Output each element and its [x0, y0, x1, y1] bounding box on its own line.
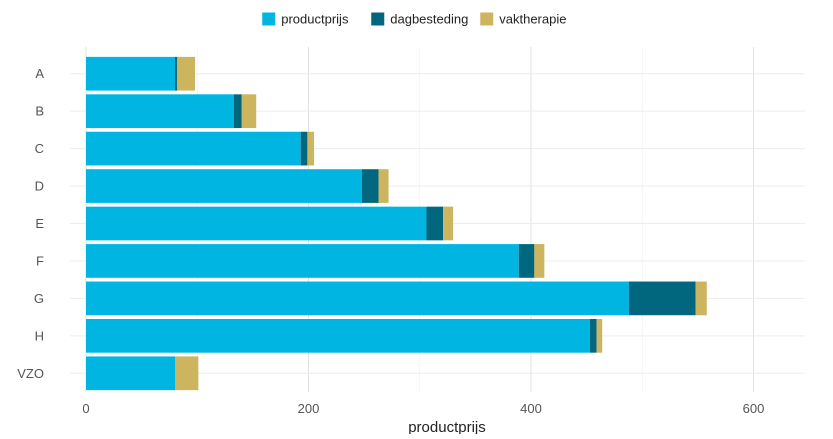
legend-label-productprijs: productprijs [281, 12, 349, 27]
bar-c-vaktherapie [307, 131, 315, 166]
bar-b-vaktherapie [241, 94, 257, 129]
legend-label-vaktherapie: vaktherapie [499, 12, 566, 27]
y-tick-label-a: A [35, 66, 44, 81]
x-axis-title: productprijs [408, 419, 486, 434]
legend-swatch-vaktherapie [480, 12, 494, 26]
bar-a-productprijs [86, 56, 175, 91]
bar-vzo-vaktherapie [175, 356, 199, 391]
y-tick-label-h: H [35, 328, 44, 343]
bar-f-dagbesteding [518, 244, 535, 278]
bar-g-productprijs [86, 281, 629, 316]
bar-h-vaktherapie [596, 318, 603, 353]
bar-e-productprijs [86, 206, 427, 241]
bar-h-productprijs [86, 318, 590, 353]
bar-f-productprijs [86, 244, 519, 278]
bar-a-dagbesteding [175, 56, 178, 91]
bar-b-dagbesteding [233, 94, 242, 129]
x-axis-tick-labels: 0 200 400 600 [82, 401, 764, 416]
x-tick-label-0: 0 [82, 401, 89, 416]
y-tick-label-f: F [36, 253, 44, 268]
x-tick-label-600: 600 [743, 401, 765, 416]
bar-d-productprijs [86, 169, 362, 203]
y-tick-label-g: G [34, 291, 44, 306]
bar-e-vaktherapie [443, 206, 454, 241]
legend-swatch-productprijs [262, 12, 276, 26]
bar-c-dagbesteding [300, 131, 308, 166]
bar-d-vaktherapie [378, 169, 389, 203]
legend-label-dagbesteding: dagbesteding [390, 12, 468, 27]
bar-e-dagbesteding [426, 206, 444, 241]
bar-f-vaktherapie [534, 244, 545, 278]
bar-g-vaktherapie [695, 281, 707, 316]
legend-swatch-dagbesteding [371, 12, 385, 26]
bars [86, 56, 707, 391]
bar-b-productprijs [86, 94, 234, 129]
bar-d-dagbesteding [361, 169, 379, 203]
y-axis-tick-labels: A B C D E F G H VZO [17, 66, 44, 381]
x-tick-label-400: 400 [520, 401, 542, 416]
bar-vzo-productprijs [86, 356, 175, 391]
y-tick-label-b: B [35, 104, 44, 119]
x-tick-label-200: 200 [298, 401, 320, 416]
y-tick-label-vzo: VZO [17, 366, 44, 381]
bar-a-vaktherapie [177, 56, 196, 91]
bar-h-dagbesteding [589, 318, 597, 353]
legend: productprijs dagbesteding vaktherapie [262, 12, 566, 27]
y-tick-label-c: C [35, 141, 44, 156]
y-tick-label-d: D [35, 179, 44, 194]
bar-c-productprijs [86, 131, 301, 166]
bar-g-dagbesteding [628, 281, 696, 316]
y-tick-label-e: E [35, 216, 44, 231]
